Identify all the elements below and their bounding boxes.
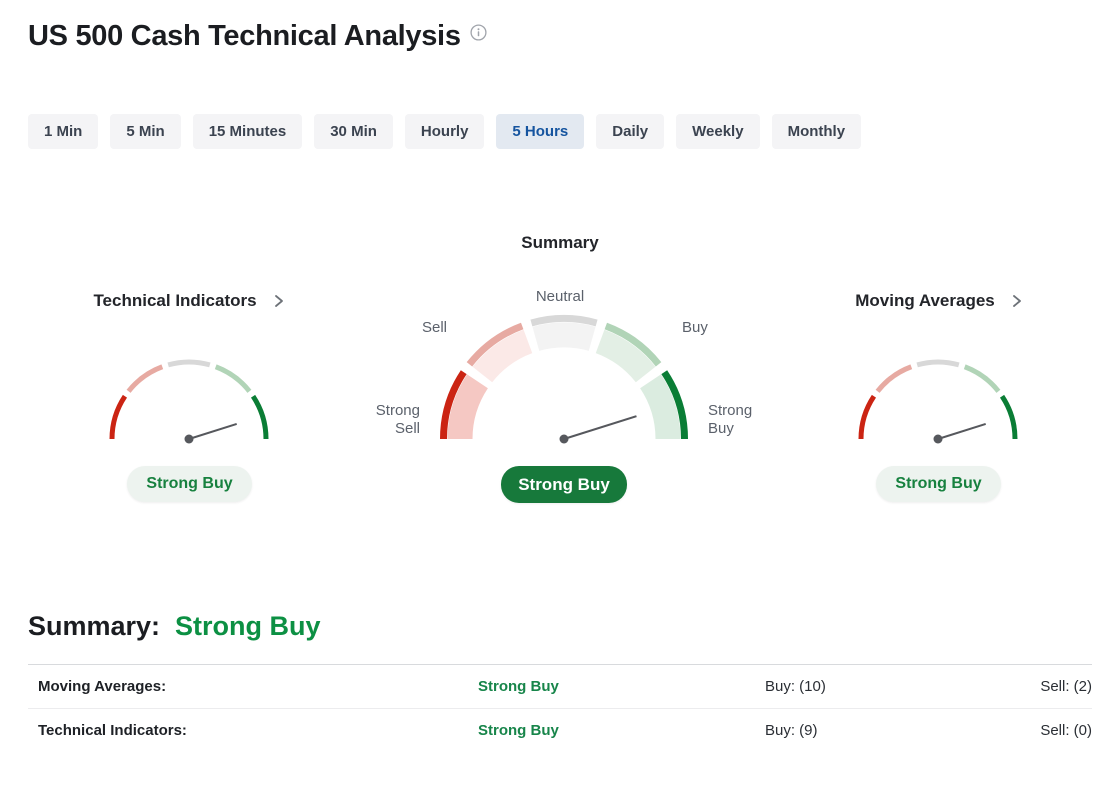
tab-monthly[interactable]: Monthly bbox=[771, 114, 862, 149]
technical-indicators-link[interactable]: Technical Indicators bbox=[39, 291, 339, 311]
chevron-right-icon bbox=[1012, 295, 1021, 307]
summary-gauge bbox=[440, 315, 688, 444]
moving-averages-signal-badge: Strong Buy bbox=[876, 466, 1001, 502]
tab-5-min[interactable]: 5 Min bbox=[110, 114, 181, 149]
page-title: US 500 Cash Technical Analysis bbox=[28, 20, 461, 52]
table-row-moving-averages: Moving Averages: Strong Buy Buy: (10) Se… bbox=[28, 665, 1092, 709]
moving-averages-link[interactable]: Moving Averages bbox=[789, 291, 1089, 311]
scale-label-strong-buy: Strong Buy bbox=[708, 402, 753, 437]
scale-label-strong-sell: Strong Sell bbox=[375, 402, 420, 437]
row-signal: Strong Buy bbox=[478, 722, 559, 739]
summary-gauge-title: Summary bbox=[521, 233, 599, 252]
row-label: Moving Averages: bbox=[38, 678, 167, 695]
scale-label-neutral: Neutral bbox=[535, 288, 585, 305]
summary-heading-value: Strong Buy bbox=[175, 611, 321, 641]
row-label: Technical Indicators: bbox=[38, 722, 187, 739]
summary-signal-badge: Strong Buy bbox=[501, 466, 627, 503]
scale-label-buy: Buy bbox=[682, 319, 708, 336]
tab-hourly[interactable]: Hourly bbox=[404, 114, 485, 149]
table-row-technical-indicators: Technical Indicators: Strong Buy Buy: (9… bbox=[28, 709, 1092, 752]
technical-indicators-signal-badge: Strong Buy bbox=[127, 466, 252, 502]
tab-5-hours[interactable]: 5 Hours bbox=[496, 114, 585, 149]
tab-daily[interactable]: Daily bbox=[596, 114, 665, 149]
gauges-section: Summary Technical Indicators Moving Aver… bbox=[0, 207, 1120, 519]
chevron-right-icon bbox=[274, 295, 283, 307]
row-sell-count: Sell: (0) bbox=[1040, 722, 1092, 739]
row-buy-count: Buy: (10) bbox=[765, 678, 826, 695]
moving-averages-gauge bbox=[858, 359, 1018, 444]
tab-1-min[interactable]: 1 Min bbox=[28, 114, 99, 149]
timeframe-tabs: 1 Min 5 Min 15 Minutes 30 Min Hourly 5 H… bbox=[28, 114, 1120, 149]
tab-30-min[interactable]: 30 Min bbox=[314, 114, 393, 149]
summary-table: Moving Averages: Strong Buy Buy: (10) Se… bbox=[28, 664, 1092, 752]
row-sell-count: Sell: (2) bbox=[1040, 678, 1092, 695]
scale-label-sell: Sell bbox=[421, 319, 447, 336]
tab-15-minutes[interactable]: 15 Minutes bbox=[192, 114, 303, 149]
page-header: US 500 Cash Technical Analysis bbox=[28, 20, 1120, 53]
row-buy-count: Buy: (9) bbox=[765, 722, 818, 739]
info-icon[interactable] bbox=[470, 24, 487, 41]
summary-heading: Summary: Strong Buy bbox=[28, 609, 1120, 643]
moving-averages-label: Moving Averages bbox=[855, 291, 995, 310]
tab-weekly[interactable]: Weekly bbox=[676, 114, 760, 149]
row-signal: Strong Buy bbox=[478, 678, 559, 695]
technical-indicators-gauge bbox=[109, 359, 269, 444]
summary-heading-label: Summary: bbox=[28, 611, 161, 641]
technical-indicators-label: Technical Indicators bbox=[93, 291, 257, 310]
